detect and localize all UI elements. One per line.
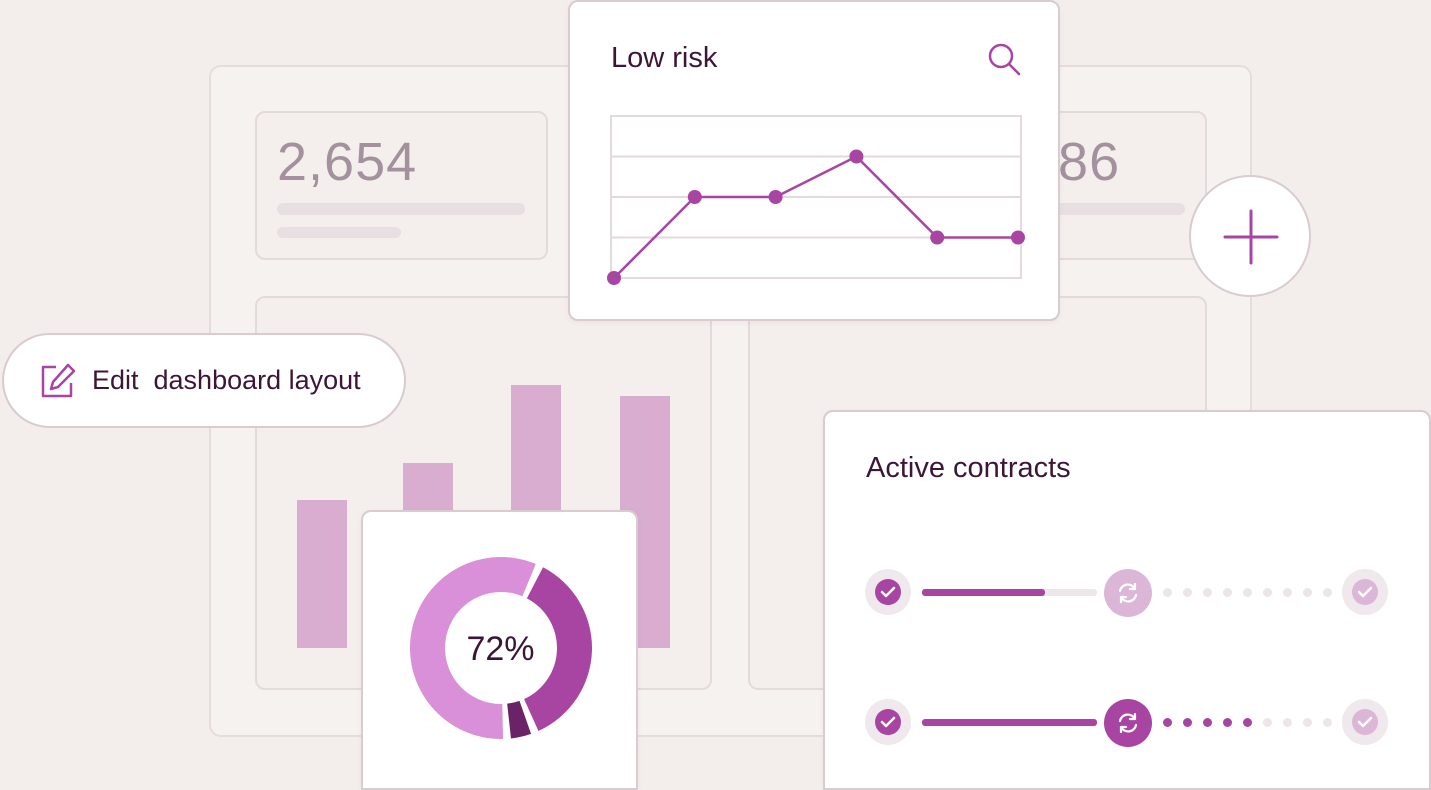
check-icon [880,716,896,728]
skeleton-line [277,227,401,238]
step-complete [865,699,911,745]
connector-dot [1283,718,1292,727]
data-point [607,271,621,285]
donut-slice [507,700,532,739]
donut-slice [410,557,536,739]
series-line [613,154,1018,279]
skeleton-line [277,203,525,215]
sync-icon [1118,582,1138,604]
step-in-progress [1104,699,1152,747]
progress-fill [922,589,1045,596]
step-in-progress [1104,569,1152,617]
sync-icon [1118,712,1138,734]
connector-dot [1203,718,1212,727]
check-icon [880,586,896,598]
connector-dot [1263,718,1272,727]
card-title: Active contracts [866,452,1071,484]
connector-dot [1283,588,1292,597]
chart-title: Low risk [611,42,718,74]
connector-dot [1323,588,1332,597]
connector-dot [1183,718,1192,727]
stat-value: 2,654 [277,132,418,192]
connector-dot [1223,588,1232,597]
step-complete [865,569,911,615]
donut-card: 72% [361,510,638,790]
check-icon [1357,586,1373,598]
connector-dot [1303,588,1312,597]
check-icon [1357,716,1373,728]
donut-slice [524,567,592,731]
add-widget-button[interactable] [1189,175,1311,297]
edit-layout-button[interactable]: Edit dashboard layout [2,333,406,428]
connector-dot [1163,718,1172,727]
data-point [930,230,945,245]
data-point [1011,230,1025,245]
plus-icon [1223,209,1279,265]
connector-dot [1243,588,1252,597]
progress-fill [922,719,1097,726]
low-risk-card: Low risk [568,0,1060,321]
line-chart [607,115,1025,285]
connector-dot [1303,718,1312,727]
step-upcoming [1342,699,1388,745]
data-point [687,190,702,204]
connector-dot [1183,588,1192,597]
skeleton-line [1047,203,1185,215]
stat-card-left: 2,654 [255,111,548,260]
edit-icon [38,361,78,401]
donut-chart [410,557,592,739]
active-contracts-card: Active contracts [823,410,1431,790]
connector-dot [1223,718,1232,727]
connector-dot [1163,588,1172,597]
connector-dot [1323,718,1332,727]
data-point [768,190,783,204]
step-upcoming [1342,569,1388,615]
bar [297,500,347,648]
connector-dot [1243,718,1252,727]
connector-dot [1203,588,1212,597]
donut-value-label: 72% [466,630,535,668]
data-point [849,149,864,164]
edit-layout-label: Edit dashboard layout [92,365,361,395]
search-icon[interactable] [985,40,1025,80]
connector-dot [1263,588,1272,597]
